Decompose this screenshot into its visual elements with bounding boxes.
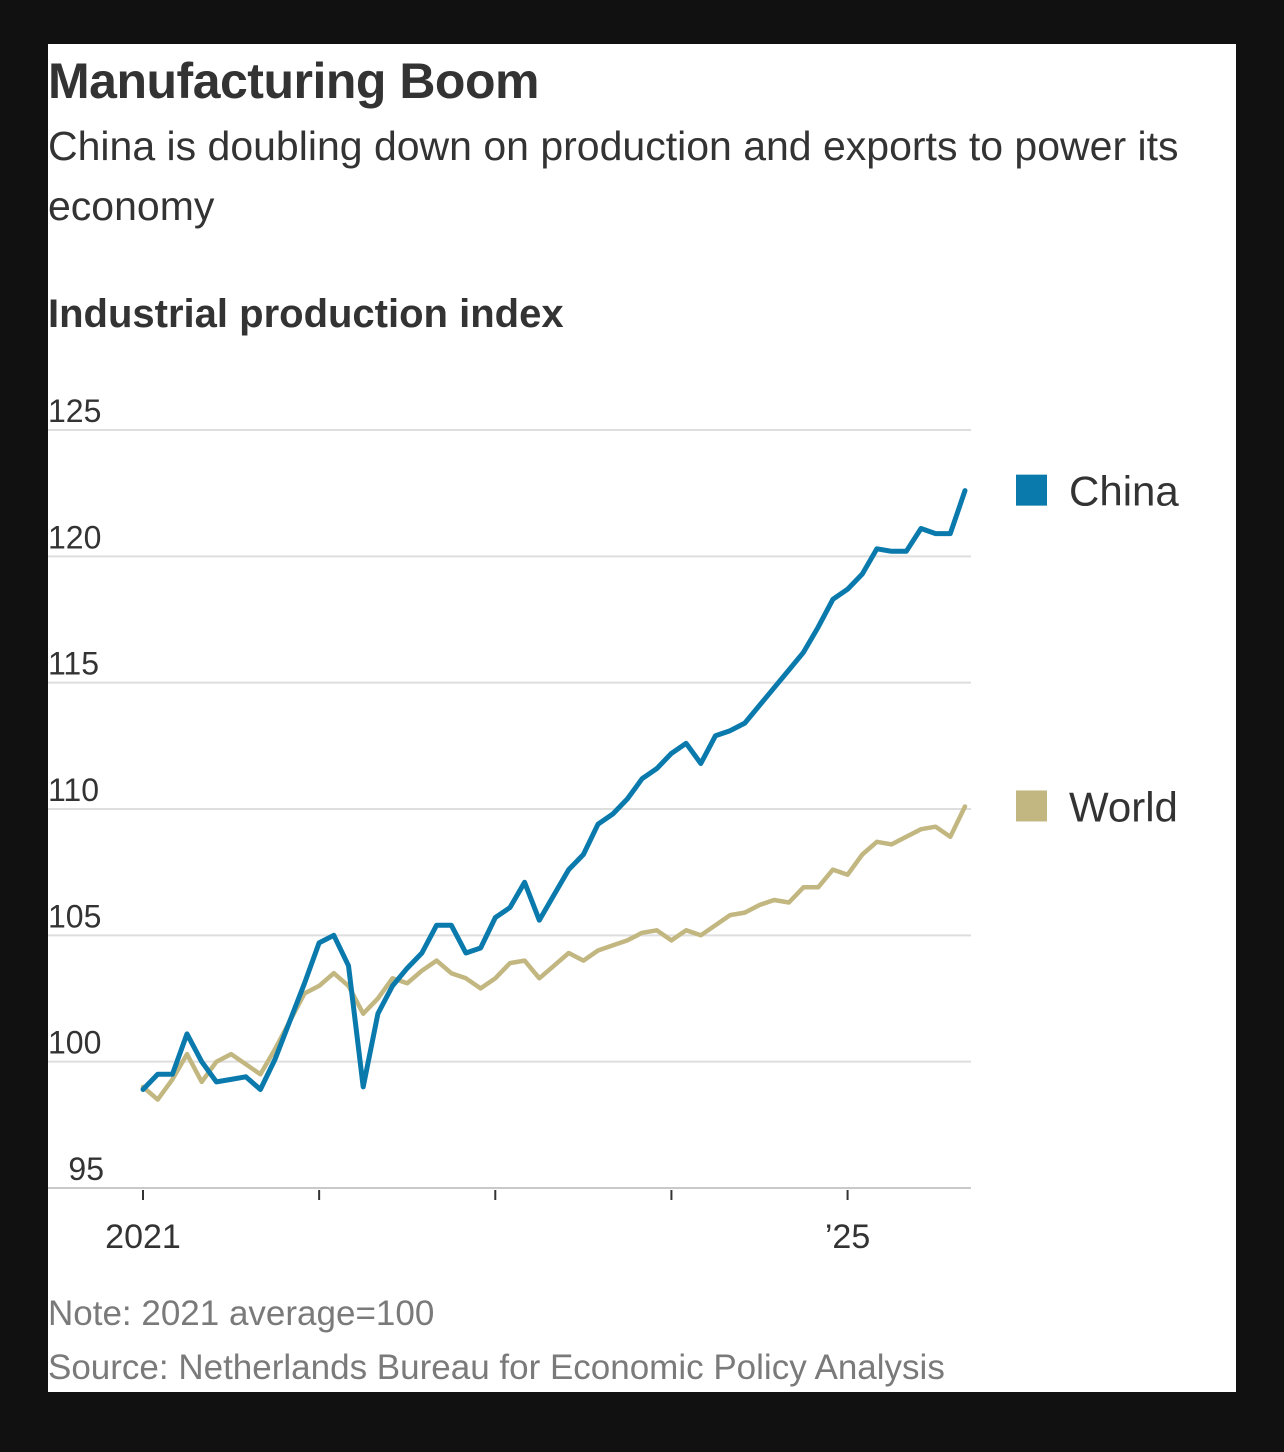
y-tick-label: 125 — [48, 393, 101, 429]
line-chart: 125 120 115 110 105 100 95 2021 ’25 China World — [48, 393, 1179, 1256]
legend: China World — [1016, 468, 1179, 830]
legend-swatch-china — [1016, 474, 1047, 506]
series-line-world — [140, 804, 968, 1102]
y-axis: 125 120 115 110 105 100 95 — [48, 393, 104, 1187]
legend-label-world: World — [1069, 783, 1178, 830]
chart-note: Note: 2021 average=100 — [48, 1294, 435, 1333]
x-tick-label: 2021 — [105, 1218, 181, 1256]
series-lines — [140, 488, 968, 1102]
y-tick-label: 120 — [48, 519, 101, 555]
y-tick-label: 105 — [48, 898, 101, 934]
y-tick-label: 115 — [48, 646, 99, 682]
chart-title: Manufacturing Boom — [48, 53, 539, 109]
chart-card: Manufacturing Boom China is doubling dow… — [48, 44, 1236, 1392]
y-tick-label: 110 — [48, 772, 99, 808]
y-tick-label: 95 — [68, 1151, 104, 1187]
chart-subtitle: China is doubling down on production and… — [48, 123, 1179, 229]
legend-label-china: China — [1069, 468, 1179, 515]
chart-label: Industrial production index — [48, 292, 564, 336]
x-axis: 2021 ’25 — [105, 1190, 870, 1256]
y-tick-label: 100 — [48, 1025, 101, 1061]
x-tick-label: ’25 — [825, 1218, 870, 1256]
chart-source: Source: Netherlands Bureau for Economic … — [48, 1348, 945, 1387]
series-line-china — [140, 488, 968, 1092]
legend-swatch-world — [1016, 790, 1047, 822]
gridlines — [48, 429, 971, 1189]
